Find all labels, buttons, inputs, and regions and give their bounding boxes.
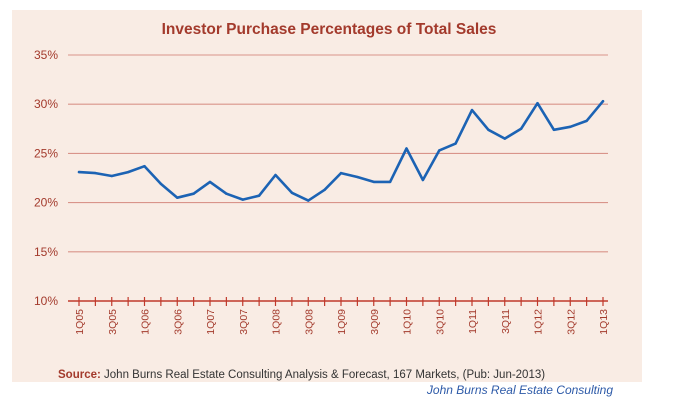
x-tick-label: 1Q08 xyxy=(271,309,283,335)
x-tick-label: 1Q11 xyxy=(467,309,479,334)
y-tick-label: 25% xyxy=(34,146,58,160)
data-point xyxy=(454,142,457,145)
data-point xyxy=(536,102,539,105)
data-point xyxy=(519,127,523,130)
data-point xyxy=(339,171,343,175)
data-point xyxy=(192,192,195,195)
line-chart: Investor Purchase Percentages of Total S… xyxy=(34,21,610,335)
image-credit: John Burns Real Estate Consulting xyxy=(426,383,613,397)
x-tick-label: 3Q12 xyxy=(565,309,577,335)
y-tick-label: 30% xyxy=(34,97,58,111)
data-point xyxy=(372,180,375,184)
data-point xyxy=(470,108,474,112)
y-tick-label: 10% xyxy=(34,294,58,308)
data-point xyxy=(257,194,261,197)
data-point xyxy=(356,175,359,179)
data-point xyxy=(438,149,441,152)
x-tick-label: 1Q06 xyxy=(140,309,152,335)
x-tick-label: 3Q09 xyxy=(369,309,381,335)
data-point xyxy=(225,192,228,195)
data-point xyxy=(421,178,425,182)
data-point xyxy=(569,125,572,129)
x-tick-label: 1Q13 xyxy=(598,309,610,335)
x-tick-label: 1Q09 xyxy=(336,309,348,335)
data-point xyxy=(94,171,97,175)
source-label: Source: xyxy=(58,369,101,381)
data-point xyxy=(388,180,392,184)
y-tick-label: 15% xyxy=(34,245,58,259)
data-point xyxy=(290,191,294,194)
y-tick-label: 35% xyxy=(34,48,58,62)
data-point xyxy=(323,188,326,192)
data-point xyxy=(487,128,490,131)
data-point xyxy=(307,199,310,202)
data-point xyxy=(176,196,179,199)
data-point xyxy=(552,128,556,131)
source-note: Source: John Burns Real Estate Consultin… xyxy=(58,369,545,381)
x-tick-label: 1Q12 xyxy=(533,309,545,335)
x-tick-label: 3Q06 xyxy=(172,309,184,335)
data-point xyxy=(143,164,146,168)
data-point xyxy=(208,180,212,184)
data-point xyxy=(241,198,244,201)
x-tick-label: 3Q08 xyxy=(303,309,315,335)
source-text: John Burns Real Estate Consulting Analys… xyxy=(100,369,546,381)
data-point xyxy=(77,170,81,174)
data-point xyxy=(110,174,113,178)
x-tick-label: 1Q07 xyxy=(205,309,217,335)
data-point xyxy=(274,173,277,177)
data-point xyxy=(126,170,130,174)
x-tick-label: 3Q07 xyxy=(238,309,250,335)
y-tick-label: 20% xyxy=(34,196,58,210)
data-point xyxy=(601,100,605,103)
x-tick-label: 3Q10 xyxy=(434,309,446,335)
x-tick-label: 3Q05 xyxy=(107,309,119,335)
data-point xyxy=(405,147,408,150)
data-point xyxy=(585,119,588,123)
x-tick-label: 3Q11 xyxy=(500,309,512,334)
series-line-investor-purchases xyxy=(77,99,605,202)
data-point xyxy=(159,182,163,186)
x-tick-label: 1Q10 xyxy=(402,309,414,335)
chart-title: Investor Purchase Percentages of Total S… xyxy=(162,21,497,38)
chart-panel: Investor Purchase Percentages of Total S… xyxy=(12,10,642,382)
data-point xyxy=(503,137,506,140)
x-tick-label: 1Q05 xyxy=(74,309,86,335)
